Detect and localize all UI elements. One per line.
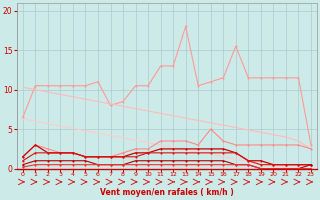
X-axis label: Vent moyen/en rafales ( km/h ): Vent moyen/en rafales ( km/h ) — [100, 188, 234, 197]
